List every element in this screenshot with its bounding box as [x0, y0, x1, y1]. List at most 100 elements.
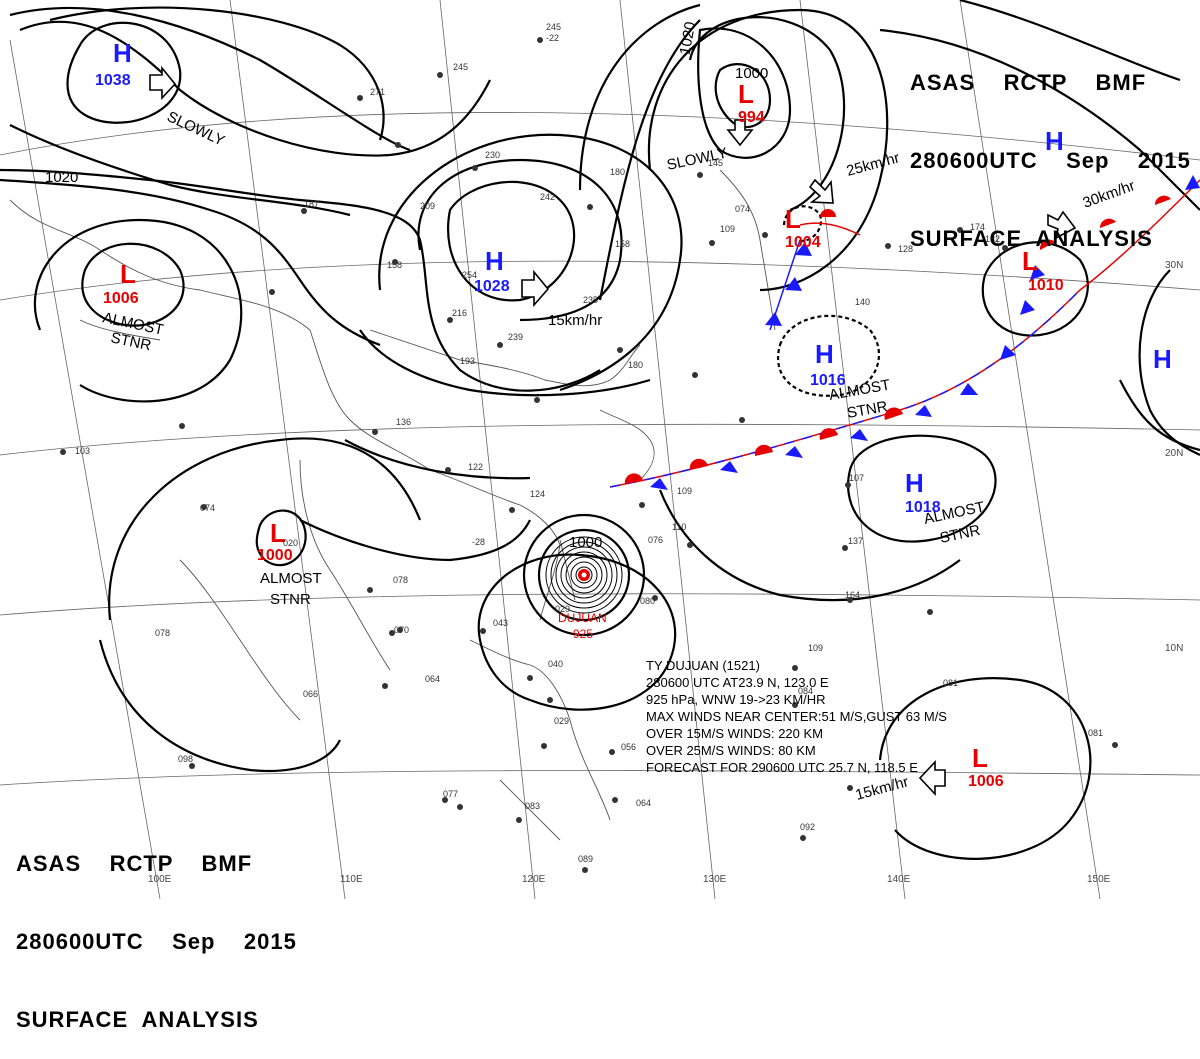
motion-label: 15km/hr [548, 312, 602, 329]
svg-text:056: 056 [621, 742, 636, 752]
svg-text:235: 235 [583, 295, 598, 305]
typhoon-info-line: 280600 UTC AT23.9 N, 123.0 E [646, 675, 829, 690]
low-center: L [1022, 246, 1038, 276]
svg-text:145: 145 [708, 158, 723, 168]
stationary-label: STNR [846, 398, 889, 422]
svg-text:110: 110 [672, 522, 686, 532]
svg-text:187: 187 [304, 199, 319, 209]
svg-text:098: 098 [178, 754, 193, 764]
svg-text:074: 074 [735, 204, 750, 214]
svg-text:137: 137 [848, 536, 863, 546]
high-center: H [1153, 344, 1172, 374]
header-bottom: ASAS RCTP BMF 280600UTC Sep 2015 SURFACE… [16, 799, 297, 1059]
svg-text:020: 020 [283, 538, 298, 548]
isobar-label: 1020 [45, 169, 78, 186]
typhoon-info-line: 925 hPa, WNW 19->23 KM/HR [646, 692, 826, 707]
typhoon-name: DUJUAN [558, 611, 607, 625]
svg-text:230: 230 [485, 150, 500, 160]
svg-text:064: 064 [636, 798, 651, 808]
typhoon-info-line: MAX WINDS NEAR CENTER:51 M/S,GUST 63 M/S [646, 709, 947, 724]
header-line-title: SURFACE ANALYSIS [16, 1007, 259, 1032]
typhoon-info-line: OVER 15M/S WINDS: 220 KM [646, 726, 823, 741]
typhoon-info-line: TY DUJUAN (1521) [646, 658, 760, 673]
typhoon-info-line: FORECAST FOR 290600 UTC 25.7 N, 118.5 E [646, 760, 918, 775]
typhoon-info-line: OVER 25M/S WINDS: 80 KM [646, 743, 816, 758]
high-center: H [485, 246, 504, 276]
svg-text:089: 089 [578, 854, 593, 864]
svg-text:158: 158 [387, 260, 402, 270]
front-symbols [624, 175, 1200, 490]
svg-text:132: 132 [985, 234, 1000, 244]
isobars [0, 0, 1200, 860]
svg-text:174: 174 [970, 222, 985, 232]
high-center: H [1045, 126, 1064, 156]
svg-text:080: 080 [640, 596, 655, 606]
svg-text:180: 180 [610, 167, 625, 177]
low-pressure-value: 1006 [968, 773, 1004, 790]
svg-text:193: 193 [460, 356, 475, 366]
low-pressure-value: 1006 [103, 290, 139, 307]
svg-text:242: 242 [540, 192, 555, 202]
motion-arrows [149, 65, 1077, 797]
isobar-label: 1020 [677, 20, 700, 56]
high-center: H [815, 339, 834, 369]
svg-text:074: 074 [200, 503, 215, 513]
low-pressure-value: 1000 [257, 547, 293, 564]
svg-text:109: 109 [808, 643, 823, 653]
stationary-label: STNR [270, 591, 311, 608]
svg-text:109: 109 [720, 224, 735, 234]
header-line-time: 280600UTC Sep 2015 [910, 148, 1191, 173]
svg-text:180: 180 [628, 360, 643, 370]
lat-label: 30N [1165, 260, 1183, 271]
svg-text:083: 083 [525, 801, 540, 811]
svg-text:076: 076 [648, 535, 663, 545]
lat-label: 10N [1165, 643, 1183, 654]
svg-text:122: 122 [468, 462, 483, 472]
graticule-labels: 30N 20N 10N 100E 110E 120E 130E 140E 150… [148, 260, 1183, 885]
typhoon-info-box: TY DUJUAN (1521) 280600 UTC AT23.9 N, 12… [646, 657, 947, 776]
high-center: H [113, 38, 132, 68]
svg-text:-28: -28 [472, 537, 485, 547]
svg-text:040: 040 [548, 659, 563, 669]
header-top: ASAS RCTP BMF 280600UTC Sep 2015 SURFACE… [910, 18, 1191, 278]
low-center: L [120, 259, 136, 289]
svg-text:124: 124 [530, 489, 545, 499]
header-line-station: ASAS RCTP BMF [16, 851, 253, 876]
svg-text:084: 084 [798, 686, 813, 696]
lon-label: 140E [887, 874, 911, 885]
typhoon-pressure: 925 [573, 627, 593, 641]
svg-text:107: 107 [849, 473, 864, 483]
svg-text:081: 081 [943, 678, 958, 688]
surface-analysis-map: 1020 1020 1000 1000 H 1038 H 1028 L 994 … [0, 0, 1200, 899]
svg-text:128: 128 [898, 244, 913, 254]
header-line-station: ASAS RCTP BMF [910, 70, 1147, 95]
high-center: H [905, 468, 924, 498]
typhoon-center-icon [578, 569, 590, 581]
graticule [0, 0, 1200, 899]
svg-text:254: 254 [462, 270, 477, 280]
high-pressure-value: 1016 [810, 372, 846, 389]
svg-text:070: 070 [394, 625, 409, 635]
svg-text:158: 158 [615, 239, 630, 249]
high-pressure-value: 1018 [905, 499, 941, 516]
header-line-title: SURFACE ANALYSIS [910, 226, 1153, 251]
svg-text:245: 245 [453, 62, 468, 72]
svg-text:164: 164 [845, 590, 860, 600]
stationary-label: ALMOST [260, 570, 322, 587]
svg-text:078: 078 [155, 628, 170, 638]
svg-text:077: 077 [443, 789, 458, 799]
svg-text:209: 209 [420, 201, 435, 211]
svg-text:136: 136 [396, 417, 411, 427]
svg-text:064: 064 [425, 674, 440, 684]
low-pressure-value: 1004 [785, 234, 821, 251]
svg-text:271: 271 [370, 87, 385, 97]
svg-text:092: 092 [800, 822, 815, 832]
isobar-label: 1000 [735, 65, 768, 82]
lon-label: 150E [1087, 874, 1111, 885]
low-center: L [270, 518, 286, 548]
lon-label: 130E [703, 874, 727, 885]
coastlines [9, 169, 776, 841]
low-pressure-value: 994 [738, 109, 765, 126]
svg-text:245: 245 [546, 22, 561, 32]
